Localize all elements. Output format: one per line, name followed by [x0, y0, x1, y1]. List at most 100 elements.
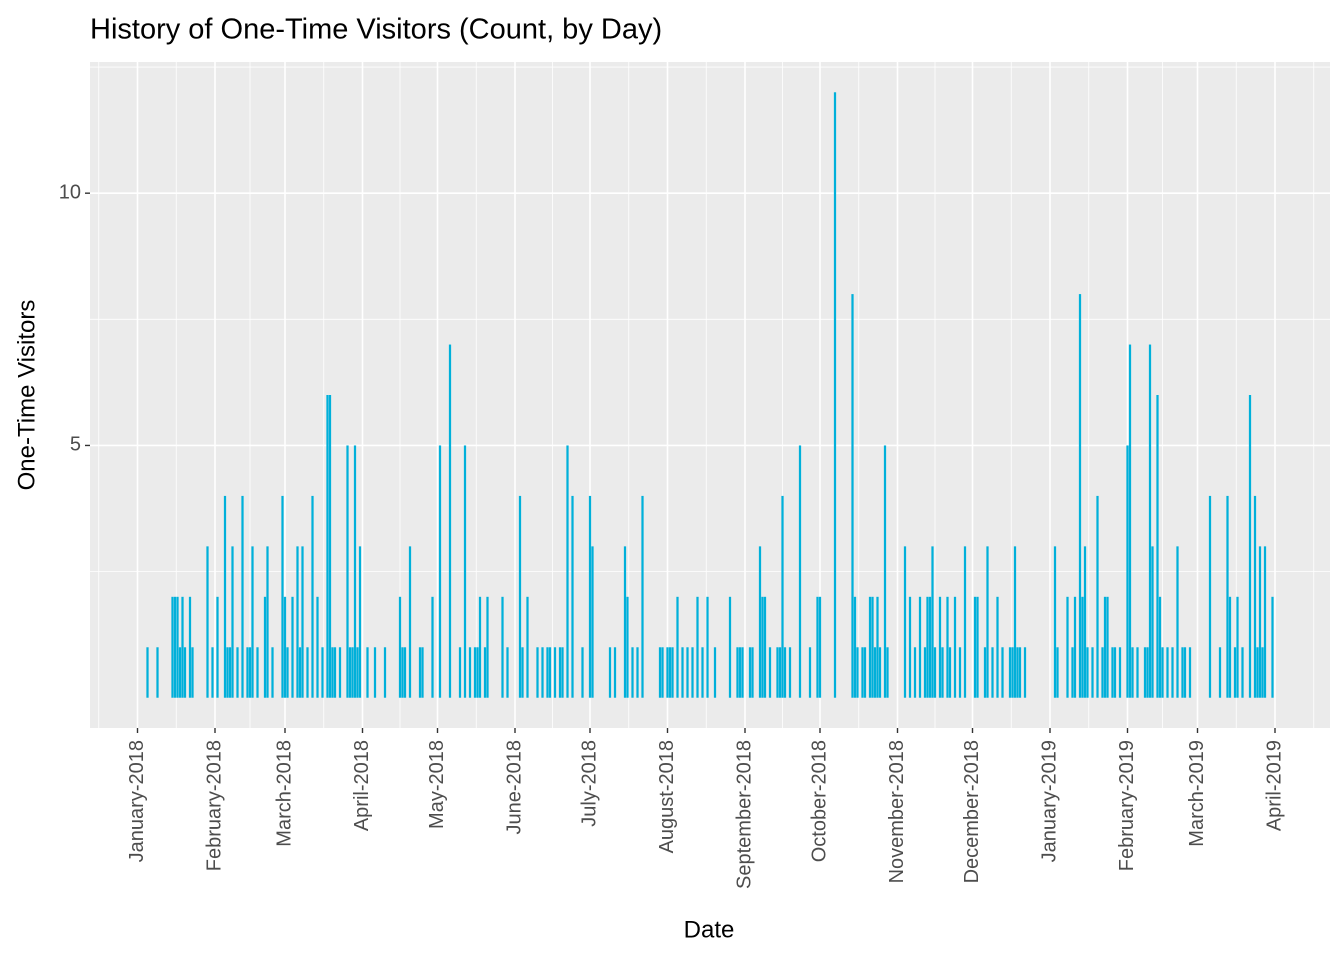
bar [868, 596, 872, 698]
x-tick-label: July-2018 [578, 740, 600, 827]
bar [1118, 647, 1122, 698]
bar [818, 596, 822, 698]
x-tick-label: November-2018 [886, 740, 908, 883]
bar [468, 647, 472, 698]
bar [856, 647, 859, 698]
bar [366, 647, 369, 698]
bar [271, 647, 274, 698]
bar [991, 647, 994, 698]
bar [1236, 596, 1239, 698]
bar [501, 596, 504, 698]
bar [241, 495, 244, 698]
bar [861, 647, 864, 698]
bar [973, 596, 977, 698]
bar [438, 445, 442, 698]
bar [706, 596, 709, 698]
bar [326, 395, 329, 698]
x-tick-label: April-2018 [351, 740, 373, 831]
bar [356, 647, 359, 698]
bar [926, 596, 929, 698]
bar [403, 647, 407, 698]
bar [1263, 546, 1267, 698]
bar [636, 647, 639, 698]
bar [183, 647, 187, 698]
bar [301, 546, 304, 698]
bar [1176, 546, 1179, 698]
bar [571, 495, 574, 698]
bar [1218, 647, 1222, 698]
x-tick-label: October-2018 [808, 740, 830, 862]
bar [518, 495, 522, 698]
x-tick-label: April-2019 [1263, 740, 1285, 831]
bar [188, 596, 192, 698]
x-tick-label: June-2018 [503, 740, 525, 835]
bar [833, 92, 837, 698]
bar [613, 647, 617, 698]
bar [691, 647, 694, 698]
bar [358, 546, 362, 698]
bar [676, 596, 679, 698]
bar [736, 647, 739, 698]
x-tick-label: September-2018 [733, 740, 755, 889]
bar [463, 445, 467, 698]
bar [541, 647, 544, 698]
bar [263, 596, 267, 698]
bar [1126, 445, 1129, 698]
bar [246, 647, 249, 698]
bar [1106, 596, 1109, 698]
bar [958, 647, 962, 698]
bar [781, 495, 784, 698]
bar [1056, 647, 1059, 698]
bar [1258, 546, 1262, 698]
bar [536, 647, 539, 698]
bar [623, 546, 627, 698]
bar [348, 647, 352, 698]
bar [298, 647, 302, 698]
bar [401, 647, 404, 698]
axes: 5 10 January-2018 February-2018 March-2018 Ap… [59, 181, 1286, 889]
bar [458, 647, 462, 698]
bar [696, 596, 699, 698]
bar [1066, 596, 1069, 698]
bar [908, 596, 912, 698]
bar [226, 647, 229, 698]
bar [878, 647, 882, 698]
y-tick-label: 10 [59, 181, 81, 203]
bar [231, 546, 234, 698]
bar [928, 596, 932, 698]
bar [1011, 647, 1014, 698]
bar [206, 546, 209, 698]
bar [558, 647, 562, 698]
bar [418, 647, 422, 698]
bar [248, 647, 252, 698]
bar [553, 647, 557, 698]
bar [483, 647, 487, 698]
bar [1078, 294, 1082, 698]
bar [1208, 495, 1212, 698]
bar [681, 647, 684, 698]
bar [223, 495, 227, 698]
bar [431, 596, 434, 698]
bar [1171, 647, 1174, 698]
bar [1233, 647, 1237, 698]
x-tick-label: January-2018 [126, 740, 148, 862]
bar [816, 596, 819, 698]
bar [473, 647, 477, 698]
bar [668, 647, 672, 698]
bar [236, 647, 239, 698]
bar [353, 445, 357, 698]
bar [331, 647, 334, 698]
bar [1148, 344, 1152, 698]
bar [903, 546, 907, 698]
bar [1226, 495, 1229, 698]
bar [448, 344, 452, 698]
bars [146, 92, 1274, 698]
bar [661, 647, 664, 698]
bar [923, 647, 927, 698]
bar [351, 647, 354, 698]
bar [941, 647, 944, 698]
bar [286, 647, 289, 698]
bar [851, 294, 854, 698]
bar [373, 647, 377, 698]
bar [1073, 596, 1077, 698]
